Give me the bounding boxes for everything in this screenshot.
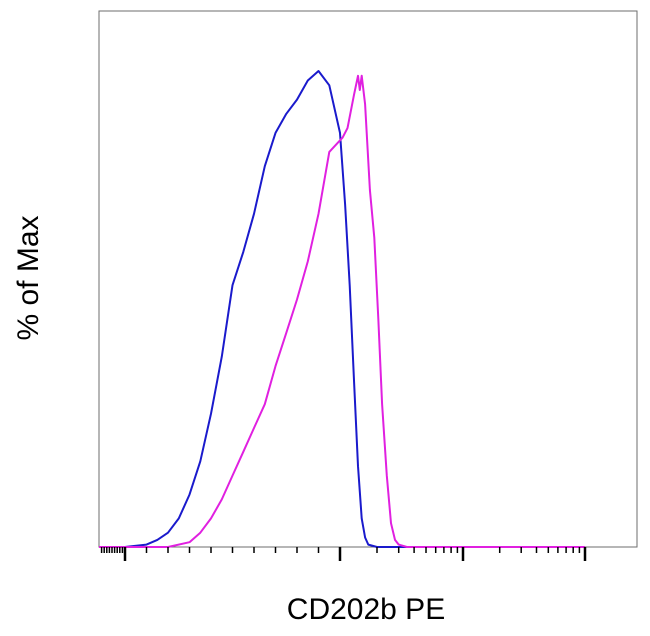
x-axis-ticks [100, 547, 587, 561]
x-axis-label: CD202b PE [287, 593, 445, 626]
plot-frame [98, 10, 638, 548]
series-layer [99, 70, 585, 548]
y-axis-label: % of Max [12, 215, 45, 340]
series-line-1 [99, 70, 585, 548]
series-line-2 [99, 74, 585, 548]
